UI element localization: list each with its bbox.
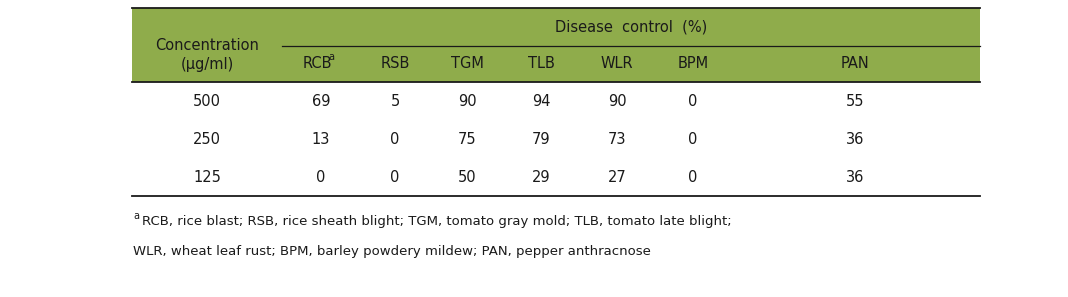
Text: 36: 36 bbox=[846, 170, 864, 184]
Text: WLR, wheat leaf rust; BPM, barley powdery mildew; PAN, pepper anthracnose: WLR, wheat leaf rust; BPM, barley powder… bbox=[134, 246, 650, 258]
Text: RCB: RCB bbox=[302, 56, 332, 72]
Text: TGM: TGM bbox=[451, 56, 484, 72]
Text: 125: 125 bbox=[193, 170, 221, 184]
Bar bbox=[132, 8, 980, 82]
Text: Disease  control  (%): Disease control (%) bbox=[555, 20, 707, 34]
Text: (μg/ml): (μg/ml) bbox=[180, 56, 234, 72]
Text: 0: 0 bbox=[688, 94, 697, 108]
Text: 27: 27 bbox=[608, 170, 626, 184]
Text: 250: 250 bbox=[193, 132, 221, 146]
Text: PAN: PAN bbox=[841, 56, 869, 72]
Text: 0: 0 bbox=[390, 132, 399, 146]
Text: 55: 55 bbox=[846, 94, 864, 108]
Text: Concentration: Concentration bbox=[155, 37, 258, 53]
Text: 36: 36 bbox=[846, 132, 864, 146]
Text: a: a bbox=[328, 52, 334, 62]
Text: TLB: TLB bbox=[528, 56, 555, 72]
Text: RCB, rice blast; RSB, rice sheath blight; TGM, tomato gray mold; TLB, tomato lat: RCB, rice blast; RSB, rice sheath blight… bbox=[142, 216, 732, 228]
Text: a: a bbox=[134, 211, 139, 221]
Text: 0: 0 bbox=[688, 170, 697, 184]
Text: 0: 0 bbox=[688, 132, 697, 146]
Text: 500: 500 bbox=[193, 94, 221, 108]
Text: RSB: RSB bbox=[380, 56, 410, 72]
Text: 79: 79 bbox=[532, 132, 551, 146]
Text: 0: 0 bbox=[316, 170, 326, 184]
Text: BPM: BPM bbox=[677, 56, 708, 72]
Text: 90: 90 bbox=[458, 94, 476, 108]
Text: 29: 29 bbox=[532, 170, 551, 184]
Text: 75: 75 bbox=[458, 132, 476, 146]
Text: 94: 94 bbox=[532, 94, 551, 108]
Text: 0: 0 bbox=[390, 170, 399, 184]
Text: 90: 90 bbox=[608, 94, 626, 108]
Text: 5: 5 bbox=[391, 94, 399, 108]
Text: 13: 13 bbox=[312, 132, 330, 146]
Text: 50: 50 bbox=[458, 170, 476, 184]
Text: 73: 73 bbox=[608, 132, 626, 146]
Text: WLR: WLR bbox=[600, 56, 633, 72]
Text: 69: 69 bbox=[312, 94, 330, 108]
